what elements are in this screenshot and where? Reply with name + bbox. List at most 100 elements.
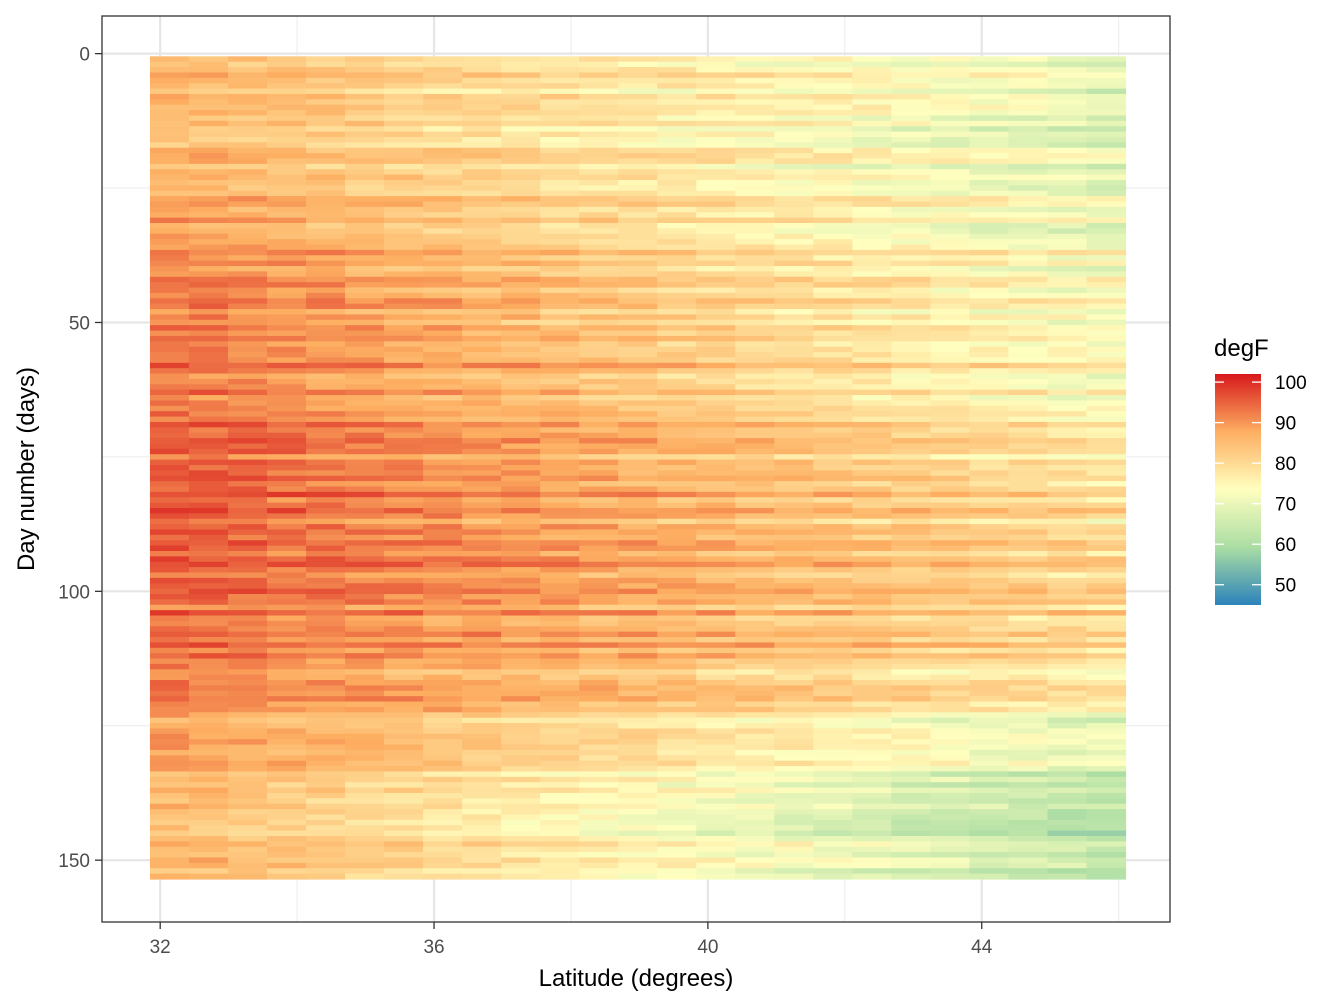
heatmap-tile <box>540 470 580 477</box>
heatmap-tile <box>501 335 541 342</box>
heatmap-tile <box>1047 454 1088 461</box>
heatmap-tile <box>696 599 736 606</box>
heatmap-tile <box>930 513 971 520</box>
heatmap-tile <box>345 239 385 246</box>
heatmap-tile <box>462 620 502 627</box>
heatmap-tile <box>891 206 931 213</box>
heatmap-tile <box>501 755 541 762</box>
heatmap-tile <box>735 615 775 622</box>
heatmap-tile <box>462 561 502 568</box>
heatmap-tile <box>1047 862 1088 869</box>
heatmap-tile <box>618 448 658 455</box>
heatmap-tile <box>384 454 424 461</box>
heatmap-tile <box>188 739 229 746</box>
heatmap-tile <box>423 798 463 805</box>
heatmap-tile <box>657 733 697 740</box>
heatmap-tile <box>696 179 736 186</box>
heatmap-tile <box>423 459 463 466</box>
heatmap-tile <box>423 696 463 703</box>
heatmap-tile <box>1008 56 1049 63</box>
heatmap-tile <box>227 631 268 638</box>
heatmap-tile <box>774 835 814 842</box>
heatmap-tile <box>696 776 736 783</box>
heatmap-tile <box>462 631 502 638</box>
legend-label: 70 <box>1275 495 1296 516</box>
heatmap-tile <box>696 857 736 864</box>
heatmap-tile <box>852 577 892 584</box>
heatmap-tile <box>384 432 424 439</box>
heatmap-tile <box>227 88 268 95</box>
heatmap-tile <box>1086 647 1127 654</box>
heatmap-tile <box>423 400 463 407</box>
heatmap-tile <box>1086 610 1127 617</box>
heatmap-tile <box>774 755 814 762</box>
heatmap-tile <box>930 239 971 246</box>
heatmap-tile <box>930 604 971 611</box>
heatmap-tile <box>423 669 463 676</box>
heatmap-tile <box>696 841 736 848</box>
heatmap-tile <box>579 814 619 821</box>
heatmap-tile <box>696 83 736 90</box>
heatmap-tile <box>384 475 424 482</box>
heatmap-tile <box>930 319 971 326</box>
x-tick-label: 44 <box>971 937 993 958</box>
heatmap-tile <box>266 540 307 547</box>
heatmap-tile <box>1047 604 1088 611</box>
heatmap-tile <box>1008 292 1049 299</box>
heatmap-tile <box>813 787 853 794</box>
heatmap-tile <box>657 319 697 326</box>
heatmap-tile <box>188 185 229 192</box>
heatmap-tile <box>1008 545 1049 552</box>
heatmap-tile <box>227 432 268 439</box>
heatmap-tile <box>540 271 580 278</box>
heatmap-tile <box>1086 712 1127 719</box>
heatmap-tile <box>423 534 463 541</box>
heatmap-tile <box>579 217 619 224</box>
heatmap-tile <box>306 846 346 853</box>
heatmap-tile <box>149 438 190 445</box>
heatmap-tile <box>618 545 658 552</box>
heatmap-tile <box>735 464 775 471</box>
heatmap-tile <box>657 588 697 595</box>
heatmap-tile <box>501 776 541 783</box>
heatmap-tile <box>618 717 658 724</box>
heatmap-tile <box>540 782 580 789</box>
heatmap-tile <box>462 276 502 283</box>
heatmap-tile <box>891 760 931 767</box>
heatmap-tile <box>188 481 229 488</box>
heatmap-tile <box>1047 464 1088 471</box>
heatmap-tile <box>657 706 697 713</box>
heatmap-tile <box>384 814 424 821</box>
heatmap-tile <box>1086 158 1127 165</box>
heatmap-tile <box>188 212 229 219</box>
heatmap-tile <box>384 739 424 746</box>
heatmap-tile <box>891 706 931 713</box>
heatmap-tile <box>1047 588 1088 595</box>
heatmap-tile <box>696 706 736 713</box>
heatmap-tile <box>462 873 502 880</box>
heatmap-tile <box>188 260 229 267</box>
heatmap-tile <box>462 556 502 563</box>
heatmap-tile <box>384 620 424 627</box>
heatmap-tile <box>969 438 1010 445</box>
heatmap-tile <box>462 395 502 402</box>
heatmap-tile <box>696 561 736 568</box>
heatmap-tile <box>618 395 658 402</box>
heatmap-tile <box>227 335 268 342</box>
heatmap-tile <box>462 282 502 289</box>
heatmap-tile <box>852 325 892 332</box>
heatmap-tile <box>774 728 814 735</box>
heatmap-tile <box>345 497 385 504</box>
heatmap-tile <box>930 588 971 595</box>
heatmap-tile <box>657 862 697 869</box>
heatmap-tile <box>540 314 580 321</box>
heatmap-tile <box>540 206 580 213</box>
heatmap-tile <box>501 857 541 864</box>
heatmap-tile <box>423 642 463 649</box>
heatmap-tile <box>227 389 268 396</box>
heatmap-tile <box>1086 674 1127 681</box>
heatmap-tile <box>696 567 736 574</box>
heatmap-tile <box>657 792 697 799</box>
heatmap-tile <box>657 233 697 240</box>
heatmap-tile <box>657 276 697 283</box>
